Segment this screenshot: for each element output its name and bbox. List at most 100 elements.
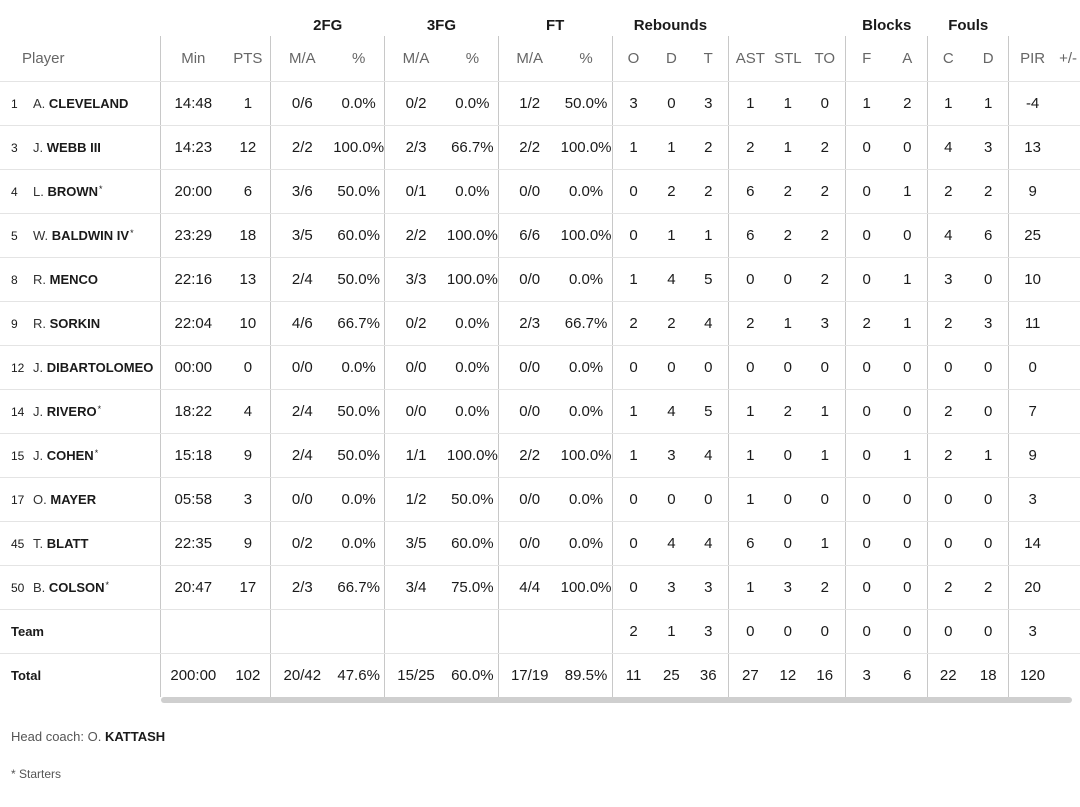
col-header-3fg-ma[interactable]: M/A	[384, 36, 447, 82]
stat-stl: 1	[771, 301, 805, 346]
table-row: 1 A. CLEVELAND 14:48 1 0/6 0.0% 0/2 0.0% 1/2 50.0…	[0, 81, 1080, 126]
col-header-player[interactable]: Player	[0, 36, 161, 82]
player-name-link[interactable]: BROWN	[47, 184, 99, 199]
stat-ft-pct: 100.0%	[560, 213, 612, 258]
head-coach-name[interactable]: KATTASH	[104, 729, 166, 744]
player-name-link[interactable]: BLATT	[46, 536, 89, 551]
stat-3fg-ma: 0/0	[384, 345, 447, 390]
col-header-blk-a[interactable]: A	[887, 36, 928, 82]
stat-min: 18:22	[160, 389, 226, 434]
stat-plus-minus	[1056, 521, 1080, 566]
stat-3fg-ma: 3/5	[384, 521, 447, 566]
stat-reb-d: 0	[654, 477, 689, 522]
stat-2fg-ma: 3/6	[270, 169, 334, 214]
col-header-foul-d[interactable]: D	[968, 36, 1009, 82]
player-cell: 1 A. CLEVELAND	[0, 81, 161, 126]
stat-stl: 1	[771, 81, 805, 126]
player-name-link[interactable]: WEBB III	[46, 140, 101, 155]
col-header-blk-f[interactable]: F	[845, 36, 888, 82]
stat-2fg-ma: 2/2	[270, 125, 334, 170]
stat-to: 0	[804, 81, 846, 126]
player-cell: 50 B. COLSON*	[0, 565, 161, 610]
player-name-link[interactable]: COHEN	[46, 448, 94, 463]
stat-reb-d: 4	[654, 521, 689, 566]
stat-2fg-pct: 66.7%	[333, 301, 385, 346]
col-header-min[interactable]: Min	[160, 36, 226, 82]
player-name-link[interactable]: COLSON	[48, 580, 105, 595]
stat-ft-pct: 50.0%	[560, 81, 612, 126]
stat-plus-minus	[1056, 301, 1080, 346]
group-2fg: 2FG	[313, 17, 343, 34]
stat-reb-t: 5	[688, 257, 729, 302]
stat-2fg-pct: 60.0%	[333, 213, 385, 258]
team-ast: 0	[728, 609, 772, 654]
stat-reb-o: 0	[611, 565, 655, 610]
total-label: Total	[11, 668, 42, 683]
stat-blk-f: 2	[845, 301, 888, 346]
player-initial: L.	[33, 184, 44, 199]
stat-pir: 10	[1008, 257, 1057, 302]
stat-foul-c: 2	[927, 565, 969, 610]
player-cell: 8 R. MENCO	[0, 257, 161, 302]
horizontal-scrollbar[interactable]	[161, 697, 1072, 703]
player-name-link[interactable]: DIBARTOLOMEO	[46, 360, 154, 375]
stat-reb-d: 4	[654, 389, 689, 434]
stat-ft-pct: 0.0%	[560, 345, 612, 390]
col-header-2fg-pct[interactable]: %	[333, 36, 385, 82]
stat-pir: 9	[1008, 169, 1057, 214]
col-header-plus-minus[interactable]: +/-	[1056, 36, 1080, 82]
stat-ast: 0	[728, 257, 772, 302]
player-name-link[interactable]: MENCO	[49, 272, 99, 287]
table-row-team: Team 2 1 3 0 0 0 0 0 0 0 3	[0, 609, 1080, 654]
col-header-reb-o[interactable]: O	[611, 36, 655, 82]
table-row: 4 L. BROWN* 20:00 6 3/6 50.0% 0/1 0.0% 0/0 0.0% 0 2…	[0, 169, 1080, 214]
stat-reb-t: 4	[688, 301, 729, 346]
total-stl: 12	[779, 667, 797, 684]
stat-reb-d: 2	[654, 301, 689, 346]
col-header-3fg-pct[interactable]: %	[446, 36, 499, 82]
stat-reb-d: 3	[654, 565, 689, 610]
stat-blk-f: 0	[845, 213, 888, 258]
stat-reb-t: 4	[688, 521, 729, 566]
stat-reb-t: 4	[688, 433, 729, 478]
col-header-2fg-ma[interactable]: M/A	[270, 36, 334, 82]
player-number: 1	[11, 97, 18, 111]
col-header-foul-c[interactable]: C	[927, 36, 969, 82]
stat-ft-pct: 100.0%	[560, 565, 612, 610]
player-name-link[interactable]: SORKIN	[49, 316, 101, 331]
stat-ast: 2	[728, 125, 772, 170]
stat-min: 22:16	[160, 257, 226, 302]
stat-plus-minus	[1056, 433, 1080, 478]
col-header-ft-ma[interactable]: M/A	[497, 36, 561, 82]
stat-ft-ma: 1/2	[497, 81, 561, 126]
col-header-ft-pct[interactable]: %	[560, 36, 612, 82]
stat-to: 2	[804, 257, 846, 302]
col-header-reb-d[interactable]: D	[654, 36, 689, 82]
col-header-pts[interactable]: PTS	[225, 36, 271, 82]
stat-ast: 1	[728, 433, 772, 478]
stat-stl: 2	[771, 169, 805, 214]
col-header-reb-t[interactable]: T	[688, 36, 729, 82]
stat-3fg-pct: 100.0%	[446, 433, 499, 478]
player-name-link[interactable]: RIVERO	[46, 404, 97, 419]
player-name-link[interactable]: MAYER	[50, 492, 97, 507]
player-name-link[interactable]: BALDWIN IV	[51, 228, 130, 243]
starter-marker: *	[105, 580, 110, 590]
stat-2fg-pct: 50.0%	[333, 257, 385, 302]
stat-3fg-ma: 2/2	[384, 213, 447, 258]
col-header-pir[interactable]: PIR	[1008, 36, 1057, 82]
stat-ast: 1	[728, 389, 772, 434]
stat-reb-d: 1	[654, 125, 689, 170]
stat-2fg-pct: 50.0%	[333, 433, 385, 478]
col-header-ast[interactable]: AST	[728, 36, 772, 82]
col-header-to[interactable]: TO	[804, 36, 846, 82]
stat-2fg-pct: 0.0%	[333, 477, 385, 522]
stat-2fg-pct: 0.0%	[333, 521, 385, 566]
stat-to: 1	[804, 433, 846, 478]
stat-ft-ma: 0/0	[497, 345, 561, 390]
player-name-link[interactable]: CLEVELAND	[48, 96, 129, 111]
group-fouls: Fouls	[948, 17, 989, 34]
col-header-stl[interactable]: STL	[771, 36, 805, 82]
stat-2fg-ma: 2/4	[270, 257, 334, 302]
player-number: 8	[11, 273, 18, 287]
